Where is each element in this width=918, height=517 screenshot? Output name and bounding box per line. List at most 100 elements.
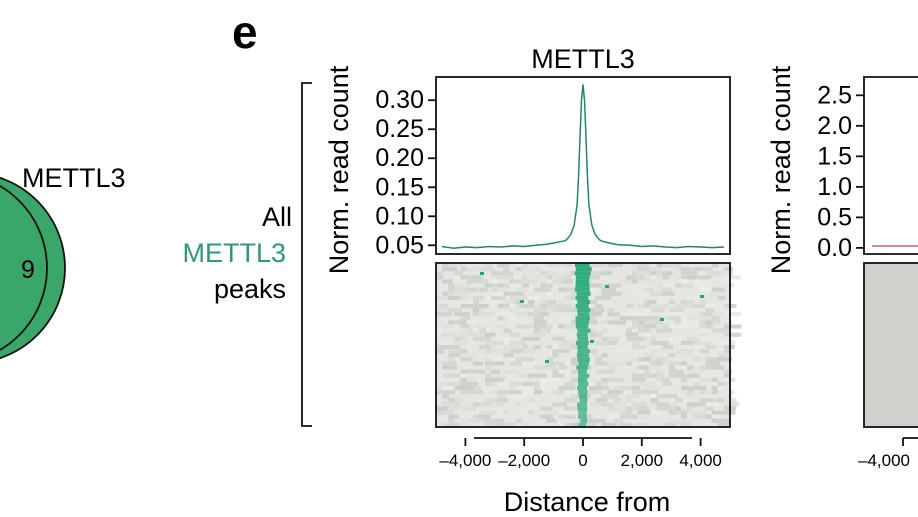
heatmap-cell xyxy=(509,381,521,386)
heatmap-cell xyxy=(448,398,458,403)
y-ticks-right: 0.0 0.51.0 1.52.0 2.5 xyxy=(817,81,864,262)
heatmap-cell xyxy=(638,365,649,370)
heatmap-cell xyxy=(644,304,656,309)
y-tick-label: 2.5 xyxy=(817,81,852,109)
heatmap-signal xyxy=(577,349,590,354)
heatmap-cell xyxy=(687,299,694,304)
heatmap-cell xyxy=(558,308,571,313)
heatmap-cell xyxy=(699,275,712,280)
heatmap-cell xyxy=(460,340,468,345)
heatmap-cell xyxy=(521,398,533,403)
y-tick-label: 1.0 xyxy=(817,173,852,201)
heatmap-cell xyxy=(442,402,459,407)
heatmap-cell xyxy=(699,349,710,354)
heatmap-cell xyxy=(466,369,474,374)
heatmap-cell xyxy=(650,299,660,304)
heatmap-cell xyxy=(454,308,463,313)
heatmap-cell xyxy=(521,349,536,354)
heatmap-cell xyxy=(723,312,742,317)
heatmap-cell xyxy=(711,377,722,382)
heatmap-cell xyxy=(650,271,663,276)
heatmap-cell xyxy=(546,410,564,415)
heatmap-cell xyxy=(503,336,512,341)
heatmap-cell xyxy=(644,332,656,337)
heatmap-cell xyxy=(466,418,481,423)
heatmap-cell xyxy=(515,299,524,304)
heatmap-cell xyxy=(607,381,622,386)
heatmap-cell xyxy=(613,320,628,325)
heatmap-cell xyxy=(687,394,698,399)
heatmap-signal xyxy=(576,291,591,296)
y-tick-label: 0.30 xyxy=(375,86,424,114)
heatmap-cell xyxy=(478,410,496,415)
heatmap-cell xyxy=(485,365,492,370)
heatmap-cell xyxy=(650,316,664,321)
heatmap-cell xyxy=(601,369,615,374)
heatmap-cell xyxy=(521,283,530,288)
heatmap-signal xyxy=(579,398,588,403)
heatmap-cell xyxy=(674,349,687,354)
heatmap-signal xyxy=(578,361,589,366)
heatmap-cell xyxy=(454,418,465,423)
heatmap-cell xyxy=(460,422,469,427)
heatmap-cell xyxy=(497,398,508,403)
heatmap-cell xyxy=(662,422,676,427)
heatmap-cell xyxy=(638,304,649,309)
heatmap-cell xyxy=(589,291,601,296)
heatmap-cell xyxy=(472,295,484,300)
heatmap-cell xyxy=(613,316,626,321)
heatmap-cell xyxy=(534,381,547,386)
y-tick-label: 0.20 xyxy=(375,144,424,172)
heatmap-cell xyxy=(723,324,742,329)
heatmap-cell xyxy=(454,336,466,341)
heatmap-cell xyxy=(497,422,508,427)
heatmap-cell xyxy=(436,304,444,309)
heatmap-cell xyxy=(448,357,457,362)
heatmap-cell xyxy=(485,357,497,362)
heatmap-cell xyxy=(595,295,612,300)
heatmap-cell xyxy=(485,418,498,423)
heatmap-cell xyxy=(460,316,471,321)
heatmap-cell xyxy=(601,287,616,292)
heatmap-cell xyxy=(460,406,472,411)
heatmap-signal xyxy=(575,295,589,300)
heatmap-right xyxy=(863,262,918,428)
heatmap-cell xyxy=(589,386,605,391)
heatmap-cell xyxy=(638,263,649,268)
y-tick-label: 2.0 xyxy=(817,112,852,140)
heatmap-cell xyxy=(448,349,463,354)
heatmap-cell xyxy=(644,320,660,325)
heatmap-signal xyxy=(575,263,590,268)
heatmap-cell xyxy=(527,332,546,337)
heatmap-signal xyxy=(578,381,589,386)
heatmap-signal xyxy=(577,369,587,374)
heatmap-cell xyxy=(497,287,516,292)
heatmap-cell xyxy=(491,295,500,300)
heatmap-cell xyxy=(442,279,453,284)
heatmap-cell xyxy=(601,271,612,276)
heatmap-cell xyxy=(583,381,600,386)
heatmap-cell xyxy=(552,373,561,378)
heatmap-cell xyxy=(442,390,456,395)
heatmap-cell xyxy=(509,386,522,391)
heatmap-cell xyxy=(540,287,549,292)
heatmap-speck xyxy=(605,285,609,288)
heatmap-signal xyxy=(577,402,587,407)
heatmap-cell xyxy=(527,275,543,280)
series-line-mettl3 xyxy=(441,84,725,249)
heatmap-cell xyxy=(491,349,509,354)
heatmap-cell xyxy=(442,394,450,399)
heatmap-cell xyxy=(717,394,732,399)
heatmap-cell xyxy=(509,279,525,284)
heatmap-cell xyxy=(687,402,700,407)
y-tick-label: 0.5 xyxy=(817,203,852,231)
heatmap-cell xyxy=(552,275,559,280)
heatmap-cell xyxy=(436,406,449,411)
heatmap-cell xyxy=(662,275,669,280)
heatmap-cell xyxy=(564,414,576,419)
heatmap-cell xyxy=(674,365,691,370)
heatmap-cell xyxy=(442,340,450,345)
row-label-line3: peaks xyxy=(214,274,286,304)
heatmap-cell xyxy=(546,304,563,309)
heatmap-cell xyxy=(681,386,693,391)
